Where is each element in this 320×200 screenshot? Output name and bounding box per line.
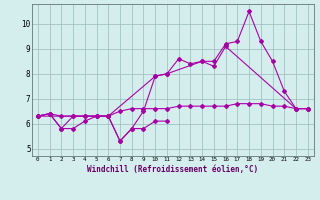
X-axis label: Windchill (Refroidissement éolien,°C): Windchill (Refroidissement éolien,°C) [87,165,258,174]
